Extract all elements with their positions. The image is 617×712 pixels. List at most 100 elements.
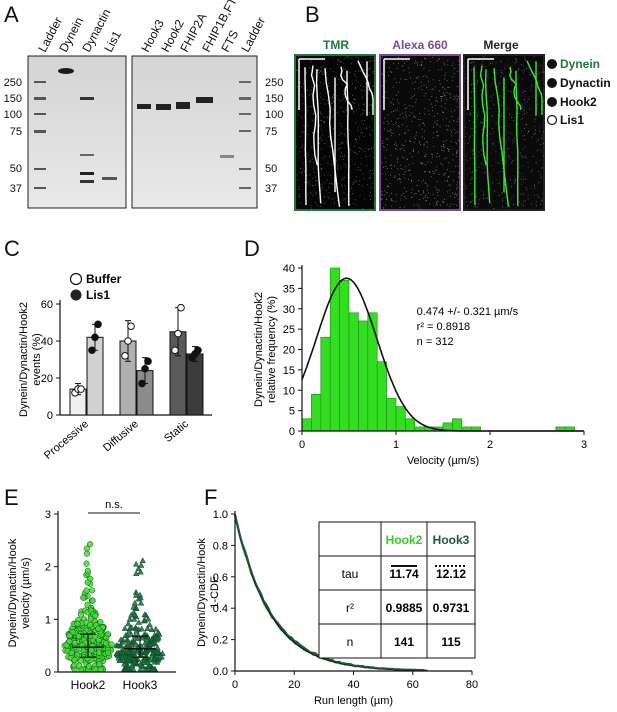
kymo-noise xyxy=(364,120,365,122)
kymo-noise xyxy=(345,128,347,130)
x-tick-label: 0 xyxy=(232,679,238,691)
kymo-noise xyxy=(540,108,542,110)
kymo-noise xyxy=(467,174,468,176)
kymo-noise xyxy=(394,78,396,80)
kymo-noise xyxy=(313,162,314,164)
kymo-noise xyxy=(432,171,434,172)
kymo-noise xyxy=(477,112,479,114)
kymo-noise xyxy=(426,76,428,78)
kymo-noise xyxy=(301,131,303,133)
kymo-noise xyxy=(433,173,435,174)
kymo-noise xyxy=(511,186,512,188)
kymo-noise xyxy=(361,96,363,98)
velocity-point-hook3 xyxy=(144,615,152,622)
kymo-noise xyxy=(399,206,401,208)
kymo-noise xyxy=(516,58,518,60)
kymo-noise xyxy=(534,195,535,197)
kymo-noise xyxy=(311,86,313,88)
kymo-noise xyxy=(447,64,449,66)
kymo-noise xyxy=(449,93,450,94)
kymo-noise xyxy=(405,197,407,199)
kymo-noise xyxy=(316,180,317,182)
kymo-noise xyxy=(392,133,394,134)
kymo-noise xyxy=(535,201,537,202)
kymo-noise xyxy=(319,125,320,127)
legend-label-lis1: Lis1 xyxy=(560,113,584,127)
kymo-noise xyxy=(349,165,350,167)
kymo-noise xyxy=(428,70,430,71)
histogram-bar xyxy=(452,418,463,432)
kymo-noise xyxy=(381,173,383,175)
kymo-noise xyxy=(453,98,455,100)
kymo-noise xyxy=(443,144,445,145)
kymo-noise xyxy=(419,141,421,142)
kymo-track xyxy=(509,66,522,110)
kymo-noise xyxy=(537,194,539,196)
kymo-noise xyxy=(316,131,318,132)
kymo-noise xyxy=(500,60,502,62)
kymo-noise xyxy=(351,150,353,152)
kymo-noise xyxy=(327,103,329,105)
kymo-noise xyxy=(385,166,387,167)
kymo-noise xyxy=(343,192,345,194)
table-cell: 0.9731 xyxy=(433,601,470,615)
kymo-noise xyxy=(444,95,446,97)
kymo-noise xyxy=(423,67,425,69)
kymo-track xyxy=(484,69,491,204)
kymo-noise xyxy=(477,81,479,82)
kymo-noise xyxy=(423,84,425,86)
kymo-noise xyxy=(452,159,454,161)
kymo-noise xyxy=(321,129,322,131)
kymo-noise xyxy=(309,183,311,185)
kymo-noise xyxy=(436,204,438,205)
kymo-noise xyxy=(366,128,367,129)
kymo-noise xyxy=(437,200,439,202)
kymo-noise xyxy=(448,175,450,177)
kymo-noise xyxy=(308,194,309,195)
kymo-noise xyxy=(300,118,302,120)
velocity-point-hook3 xyxy=(151,640,159,647)
dynactin-band xyxy=(80,172,94,175)
kymo-noise xyxy=(395,142,396,144)
kymo-noise xyxy=(410,77,412,79)
kymo-noise xyxy=(534,73,535,74)
kymo-noise xyxy=(448,184,450,186)
kymo-noise xyxy=(455,97,457,99)
kymo-noise xyxy=(480,154,482,156)
kymo-noise xyxy=(441,146,442,147)
velocity-point-hook3 xyxy=(117,636,125,643)
kymo-noise xyxy=(474,130,476,132)
kymo-noise xyxy=(396,68,398,70)
velocity-point-hook2 xyxy=(83,560,90,567)
kymo-noise xyxy=(430,176,432,177)
kymo-noise xyxy=(473,62,474,63)
kymo-noise xyxy=(470,179,472,181)
kymo-noise xyxy=(307,125,308,126)
kymo-noise xyxy=(320,102,322,104)
kymo-noise xyxy=(349,188,350,190)
kymo-noise xyxy=(523,99,525,101)
kymo-noise xyxy=(523,110,525,111)
kymo-noise xyxy=(442,86,444,88)
kymo-noise xyxy=(414,81,416,83)
kymo-noise xyxy=(420,81,422,83)
y-tick-label: 0 xyxy=(47,410,53,422)
kymo-noise xyxy=(420,144,421,145)
kymo-noise xyxy=(413,116,415,118)
kymo-noise xyxy=(449,189,451,191)
kymo-noise xyxy=(396,122,398,123)
kymo-noise xyxy=(456,153,458,155)
kymo-noise xyxy=(422,136,423,138)
velocity-point-hook2 xyxy=(71,656,78,663)
kymo-noise xyxy=(411,197,413,198)
kymo-noise xyxy=(331,98,333,100)
kymo-noise xyxy=(504,93,506,95)
kymo-noise xyxy=(530,171,532,172)
velocity-point-hook3 xyxy=(125,654,132,661)
kymo-noise xyxy=(495,179,497,181)
kymo-noise xyxy=(354,199,356,201)
y-tick-label: 0 xyxy=(289,426,295,438)
velocity-point-hook3 xyxy=(159,650,166,656)
kymo-noise xyxy=(443,141,445,142)
kymo-noise xyxy=(491,77,493,79)
